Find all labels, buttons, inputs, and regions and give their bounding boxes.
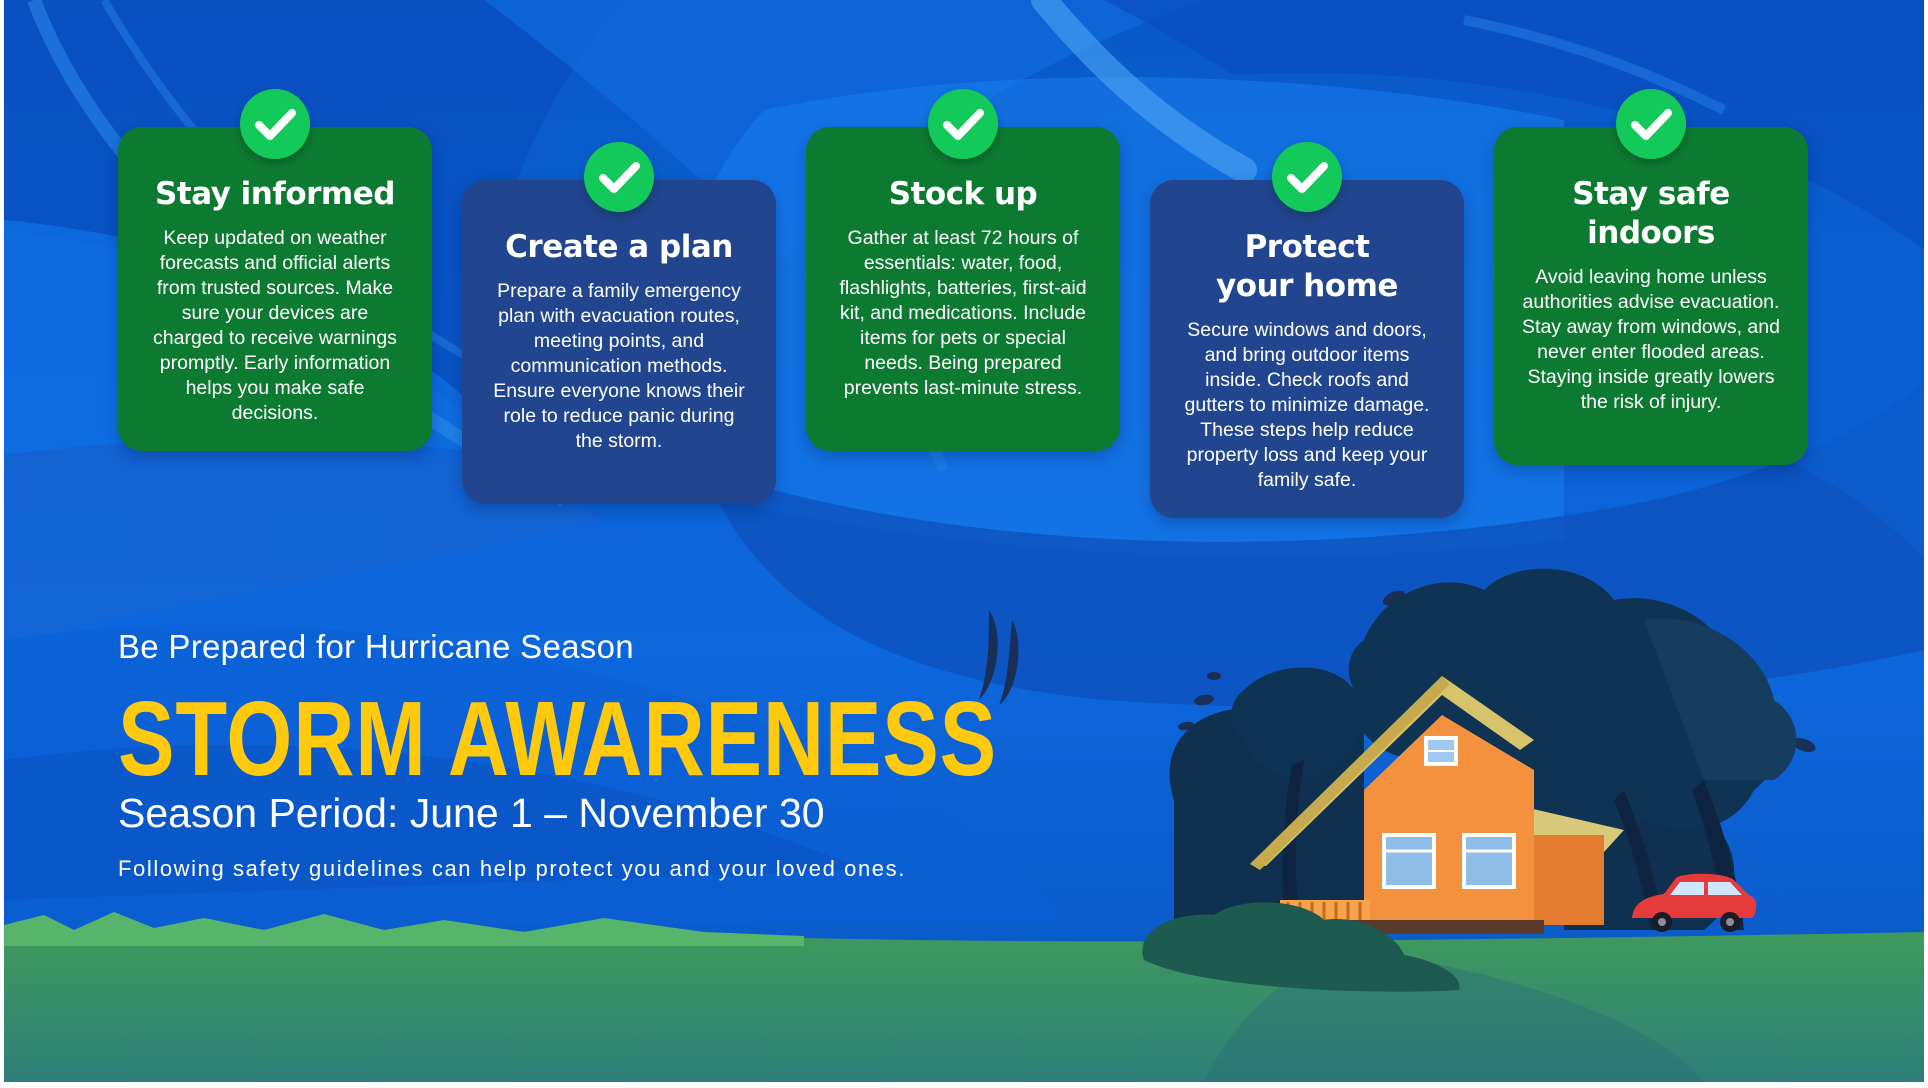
checkmark-icon xyxy=(1272,142,1342,212)
card-title: Stay safe indoors xyxy=(1572,176,1730,251)
card-stay-informed: Stay informed Keep updated on weather fo… xyxy=(118,127,432,451)
card-title: Create a plan xyxy=(505,229,733,265)
card-title: Stay informed xyxy=(155,176,395,212)
card-title: Stock up xyxy=(888,176,1038,212)
card-body: Avoid leaving home unless authorities ad… xyxy=(1522,266,1780,413)
checkmark-icon xyxy=(928,89,998,159)
checkmark-icon xyxy=(584,142,654,212)
pre-title: Be Prepared for Hurricane Season xyxy=(118,628,634,665)
ground xyxy=(4,929,1924,1082)
checkmark-icon xyxy=(240,89,310,159)
house-in-storm-illustration xyxy=(1142,568,1797,992)
headline: STORM AWARENESS xyxy=(118,680,997,798)
card-create-a-plan: Create a plan Prepare a family emergency… xyxy=(462,180,776,504)
card-body: Prepare a family emergency plan with eva… xyxy=(493,280,745,452)
card-body: Keep updated on weather forecasts and of… xyxy=(153,227,397,424)
storm-awareness-slide: Stay informed Keep updated on weather fo… xyxy=(4,0,1924,1082)
card-stock-up: Stock up Gather at least 72 hours of ess… xyxy=(806,127,1120,451)
checkmark-icon xyxy=(1616,89,1686,159)
card-protect-your-home: Protect your home Secure windows and doo… xyxy=(1150,180,1464,518)
card-body: Secure windows and doors, and bring outd… xyxy=(1184,319,1430,491)
card-stay-safe-indoors: Stay safe indoors Avoid leaving home unl… xyxy=(1494,127,1808,465)
tagline: Following safety guidelines can help pro… xyxy=(118,856,906,881)
red-car xyxy=(1632,873,1757,932)
card-title: Protect your home xyxy=(1216,229,1398,304)
season-period: Season Period: June 1 – November 30 xyxy=(118,790,825,836)
card-body: Gather at least 72 hours of essentials: … xyxy=(839,227,1087,399)
